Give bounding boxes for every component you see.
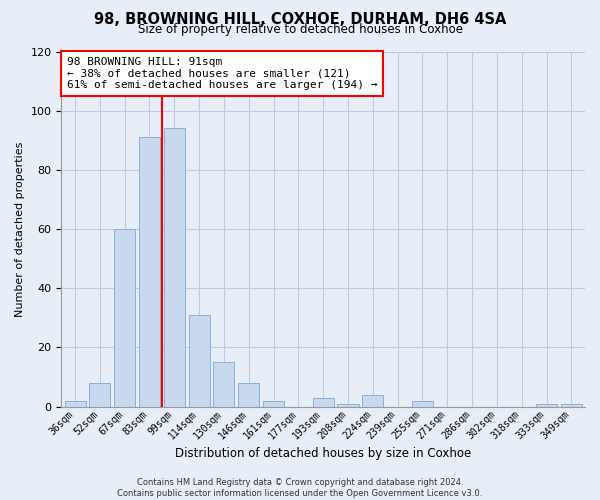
X-axis label: Distribution of detached houses by size in Coxhoe: Distribution of detached houses by size … xyxy=(175,447,472,460)
Text: Contains HM Land Registry data © Crown copyright and database right 2024.
Contai: Contains HM Land Registry data © Crown c… xyxy=(118,478,482,498)
Bar xyxy=(561,404,582,406)
Bar xyxy=(65,401,86,406)
Bar xyxy=(188,315,209,406)
Bar xyxy=(412,401,433,406)
Text: Size of property relative to detached houses in Coxhoe: Size of property relative to detached ho… xyxy=(137,22,463,36)
Text: 98 BROWNING HILL: 91sqm
← 38% of detached houses are smaller (121)
61% of semi-d: 98 BROWNING HILL: 91sqm ← 38% of detache… xyxy=(67,57,377,90)
Bar xyxy=(313,398,334,406)
Bar xyxy=(238,383,259,406)
Bar xyxy=(337,404,359,406)
Bar xyxy=(114,229,135,406)
Bar xyxy=(214,362,235,406)
Text: 98, BROWNING HILL, COXHOE, DURHAM, DH6 4SA: 98, BROWNING HILL, COXHOE, DURHAM, DH6 4… xyxy=(94,12,506,28)
Bar xyxy=(263,401,284,406)
Bar xyxy=(139,138,160,406)
Bar xyxy=(536,404,557,406)
Bar xyxy=(362,395,383,406)
Bar xyxy=(164,128,185,406)
Bar xyxy=(89,383,110,406)
Y-axis label: Number of detached properties: Number of detached properties xyxy=(15,142,25,317)
